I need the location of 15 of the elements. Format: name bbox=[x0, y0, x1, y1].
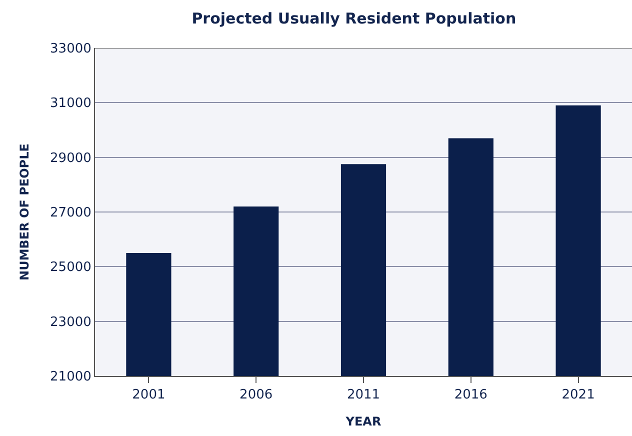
chart-title: Projected Usually Resident Population bbox=[192, 10, 516, 28]
x-tick-label: 2021 bbox=[562, 388, 595, 403]
y-tick-label: 23000 bbox=[50, 314, 92, 330]
x-axis-title: YEAR bbox=[344, 414, 382, 428]
y-tick-label: 25000 bbox=[50, 260, 92, 276]
y-tick-label: 33000 bbox=[50, 42, 92, 57]
y-tick-label: 21000 bbox=[50, 370, 92, 385]
y-tick-label: 31000 bbox=[50, 96, 92, 112]
x-tick-label: 2016 bbox=[454, 388, 488, 403]
y-tick-label: 27000 bbox=[50, 206, 92, 221]
x-tick-label: 2006 bbox=[240, 388, 273, 403]
y-tick-label: 29000 bbox=[50, 150, 92, 166]
x-tick-label: 2011 bbox=[346, 388, 380, 403]
x-tick-label: 2001 bbox=[132, 388, 166, 403]
y-axis-title: NUMBER OF PEOPLE bbox=[17, 144, 32, 280]
